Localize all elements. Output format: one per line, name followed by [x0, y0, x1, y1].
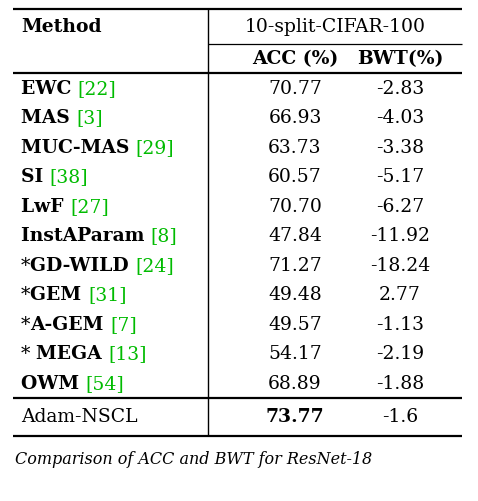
Text: Adam-NSCL: Adam-NSCL [21, 408, 138, 426]
Text: 70.77: 70.77 [268, 80, 322, 98]
Text: [22]: [22] [78, 80, 117, 98]
Text: 73.77: 73.77 [266, 408, 324, 426]
Text: 49.48: 49.48 [268, 286, 322, 304]
Text: 60.57: 60.57 [268, 168, 322, 186]
Text: *: * [21, 315, 31, 333]
Text: [38]: [38] [50, 168, 88, 186]
Text: [54]: [54] [86, 374, 124, 392]
Text: -1.6: -1.6 [382, 408, 418, 426]
Text: Comparison of ACC and BWT for ResNet-18: Comparison of ACC and BWT for ResNet-18 [15, 450, 372, 467]
Text: GD-WILD: GD-WILD [31, 256, 135, 274]
Text: [27]: [27] [70, 197, 109, 215]
Text: [31]: [31] [88, 286, 127, 304]
Text: 47.84: 47.84 [268, 227, 322, 245]
Text: -2.19: -2.19 [376, 345, 424, 363]
Text: -6.27: -6.27 [376, 197, 424, 215]
Text: ACC (%): ACC (%) [252, 51, 338, 68]
Text: [29]: [29] [136, 138, 174, 156]
Text: -5.17: -5.17 [376, 168, 424, 186]
Text: *: * [21, 256, 31, 274]
Text: -18.24: -18.24 [370, 256, 430, 274]
Text: -1.13: -1.13 [376, 315, 424, 333]
Text: 10-split-CIFAR-100: 10-split-CIFAR-100 [245, 19, 425, 37]
Text: -1.88: -1.88 [376, 374, 424, 392]
Text: 70.70: 70.70 [268, 197, 322, 215]
Text: MAS: MAS [21, 109, 76, 127]
Text: GEM: GEM [31, 286, 88, 304]
Text: 71.27: 71.27 [268, 256, 322, 274]
Text: [7]: [7] [110, 315, 137, 333]
Text: SI: SI [21, 168, 50, 186]
Text: MEGA: MEGA [36, 345, 109, 363]
Text: 63.73: 63.73 [268, 138, 322, 156]
Text: BWT(%): BWT(%) [357, 51, 443, 68]
Text: OWM: OWM [21, 374, 86, 392]
Text: 49.57: 49.57 [268, 315, 322, 333]
Text: EWC: EWC [21, 80, 78, 98]
Text: 54.17: 54.17 [268, 345, 322, 363]
Text: MUC-MAS: MUC-MAS [21, 138, 136, 156]
Text: [3]: [3] [76, 109, 103, 127]
Text: -2.83: -2.83 [376, 80, 424, 98]
Text: InstAParam: InstAParam [21, 227, 151, 245]
Text: -3.38: -3.38 [376, 138, 424, 156]
Text: LwF: LwF [21, 197, 70, 215]
Text: [13]: [13] [109, 345, 147, 363]
Text: Method: Method [21, 19, 102, 37]
Text: 2.77: 2.77 [379, 286, 421, 304]
Text: [8]: [8] [151, 227, 178, 245]
Text: -4.03: -4.03 [376, 109, 424, 127]
Text: -11.92: -11.92 [370, 227, 430, 245]
Text: *: * [21, 286, 31, 304]
Text: A-GEM: A-GEM [31, 315, 110, 333]
Text: 66.93: 66.93 [268, 109, 322, 127]
Text: *: * [21, 345, 36, 363]
Text: 68.89: 68.89 [268, 374, 322, 392]
Text: [24]: [24] [135, 256, 174, 274]
